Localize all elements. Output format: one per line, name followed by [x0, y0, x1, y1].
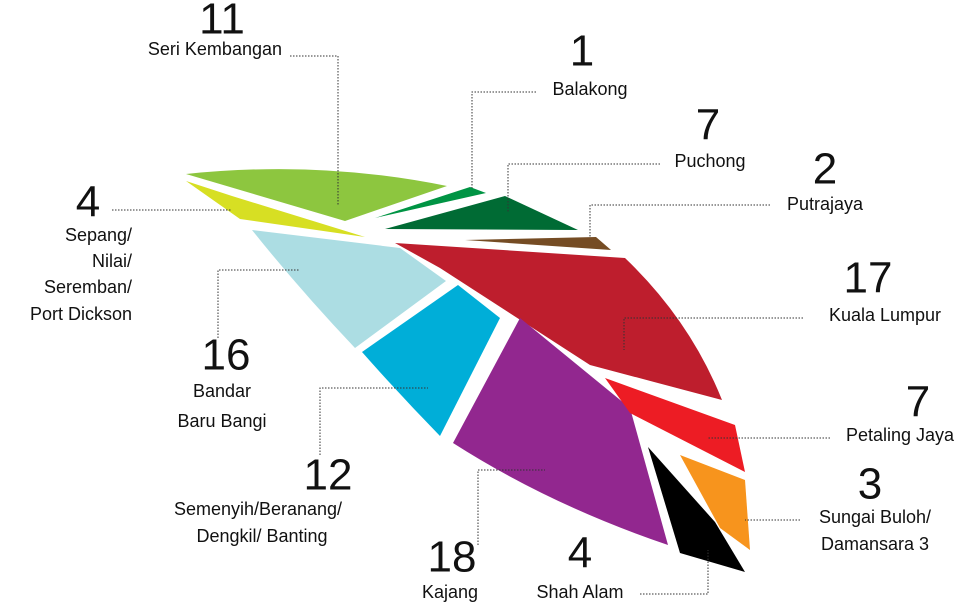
infographic: 11 Seri Kembangan 1 Balakong 7 Puchong 2… — [0, 0, 965, 608]
count: 4 — [568, 529, 592, 578]
label: Baru Bangi — [177, 411, 266, 431]
label: Shah Alam — [536, 582, 623, 602]
label: Putrajaya — [787, 194, 864, 214]
count: 4 — [76, 178, 100, 227]
label: Sungai Buloh/ — [819, 507, 931, 527]
count: 3 — [858, 460, 882, 509]
label: Kuala Lumpur — [829, 305, 941, 325]
count: 17 — [844, 254, 893, 303]
label: Sepang/ — [65, 225, 132, 245]
segment-puchong — [385, 196, 578, 230]
leader — [472, 92, 536, 188]
label: Seremban/ — [44, 277, 132, 297]
count: 7 — [906, 378, 930, 427]
count: 12 — [304, 451, 353, 500]
label: Damansara 3 — [821, 534, 929, 554]
count: 1 — [570, 27, 594, 76]
count: 18 — [428, 533, 477, 582]
label: Port Dickson — [30, 304, 132, 324]
label: Kajang — [422, 582, 478, 602]
label: Petaling Jaya — [846, 425, 955, 445]
label: Nilai/ — [92, 251, 132, 271]
leader — [590, 205, 770, 238]
label: Bandar — [193, 381, 251, 401]
count: 11 — [199, 0, 245, 44]
label: Seri Kembangan — [148, 39, 282, 59]
count: 2 — [813, 145, 837, 194]
count: 7 — [696, 101, 720, 150]
leader — [218, 270, 300, 338]
count: 16 — [202, 331, 251, 380]
label: Puchong — [674, 151, 745, 171]
label: Balakong — [552, 79, 627, 99]
segment-putrajaya — [465, 237, 611, 250]
label: Semenyih/Beranang/ — [174, 499, 342, 519]
label: Dengkil/ Banting — [196, 526, 327, 546]
